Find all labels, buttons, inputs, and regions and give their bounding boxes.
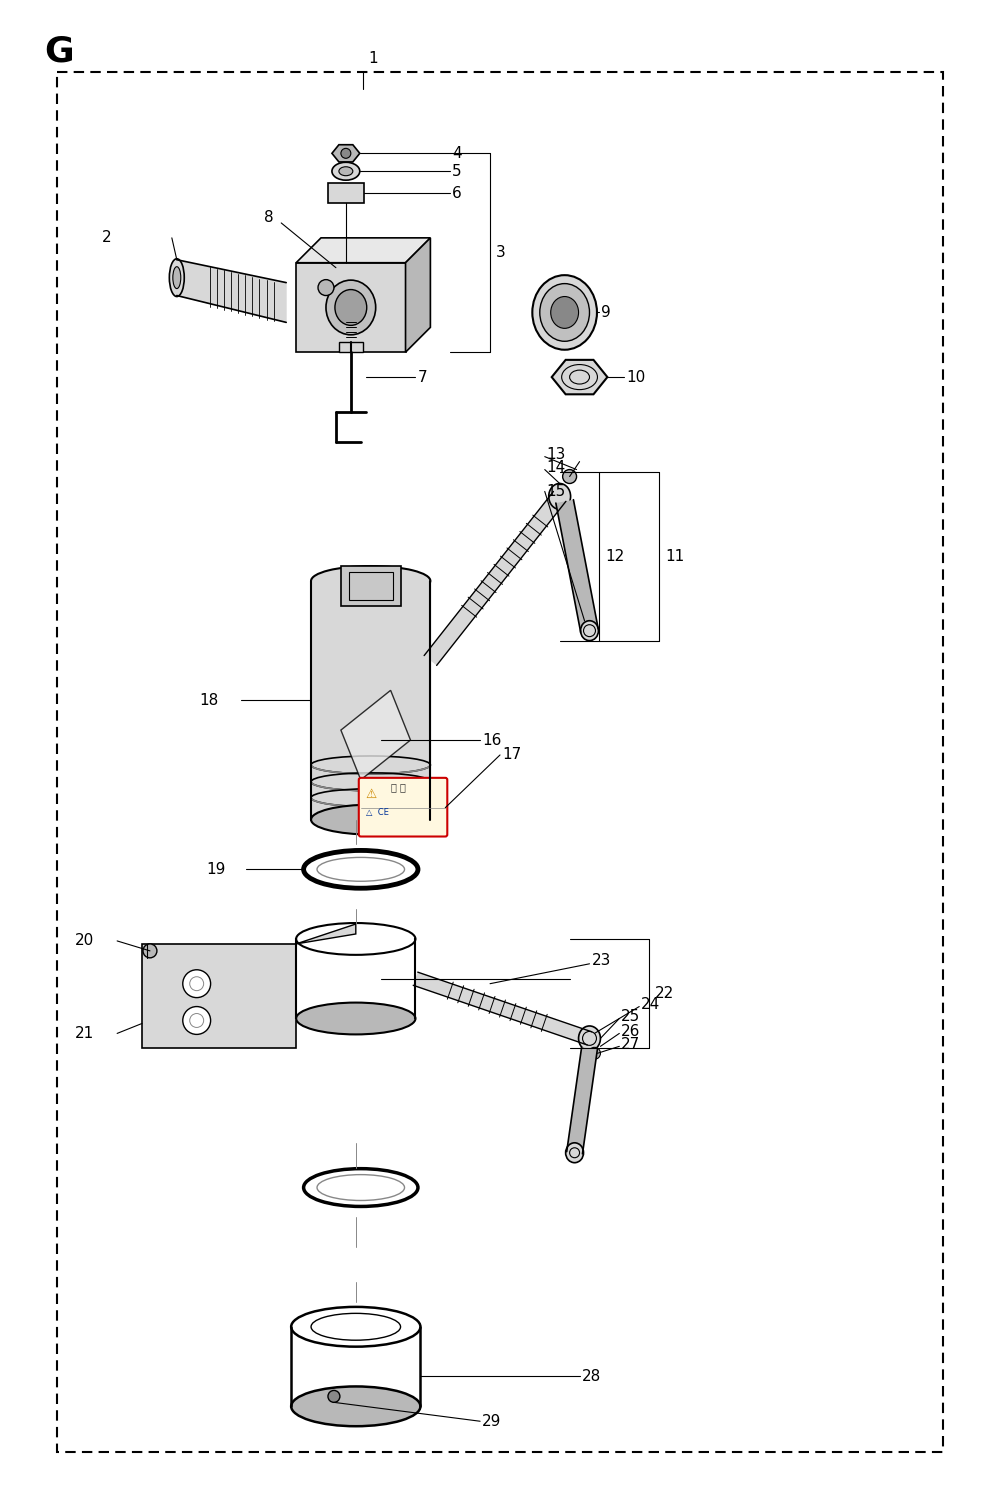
Polygon shape	[341, 691, 411, 779]
Polygon shape	[556, 499, 598, 633]
Text: 23: 23	[591, 953, 611, 968]
Polygon shape	[567, 1048, 597, 1154]
Text: 25: 25	[621, 1009, 641, 1024]
Text: 5: 5	[452, 163, 462, 178]
Text: 26: 26	[621, 1024, 641, 1039]
Ellipse shape	[311, 805, 430, 835]
Polygon shape	[552, 360, 607, 394]
Ellipse shape	[581, 621, 598, 640]
Polygon shape	[296, 262, 406, 352]
Circle shape	[143, 944, 157, 958]
Text: 8: 8	[264, 210, 273, 225]
Text: 10: 10	[626, 370, 646, 385]
Bar	[339, 342, 363, 352]
Circle shape	[589, 1048, 600, 1060]
Text: 22: 22	[655, 986, 674, 1001]
Ellipse shape	[549, 484, 571, 510]
Ellipse shape	[332, 162, 360, 180]
Text: 人 人: 人 人	[391, 782, 405, 791]
Text: 28: 28	[582, 1369, 601, 1384]
Bar	[328, 183, 364, 202]
Polygon shape	[142, 944, 296, 1048]
Ellipse shape	[291, 1387, 420, 1426]
Polygon shape	[296, 238, 430, 262]
Circle shape	[341, 148, 351, 159]
Text: 15: 15	[547, 484, 566, 499]
Text: 16: 16	[482, 733, 501, 748]
Ellipse shape	[335, 289, 367, 325]
Ellipse shape	[551, 297, 579, 328]
Text: △  CE: △ CE	[366, 808, 389, 817]
Circle shape	[318, 280, 334, 295]
Bar	[341, 567, 401, 606]
Polygon shape	[424, 492, 566, 666]
Text: 20: 20	[74, 934, 94, 949]
Text: 1: 1	[369, 51, 378, 66]
Ellipse shape	[532, 276, 597, 349]
Ellipse shape	[579, 1025, 600, 1051]
Text: 3: 3	[496, 246, 506, 261]
Circle shape	[328, 1391, 340, 1403]
Text: 21: 21	[74, 1025, 94, 1040]
Text: 27: 27	[621, 1037, 641, 1052]
Text: 9: 9	[601, 304, 611, 319]
Text: 4: 4	[452, 145, 462, 160]
Text: 18: 18	[200, 693, 219, 708]
Text: 11: 11	[665, 549, 684, 564]
Bar	[57, 72, 943, 1453]
Text: 2: 2	[102, 231, 112, 246]
Ellipse shape	[296, 1003, 415, 1034]
Text: 17: 17	[502, 748, 521, 763]
Ellipse shape	[566, 1142, 584, 1163]
Ellipse shape	[311, 567, 430, 597]
Text: 24: 24	[641, 997, 660, 1012]
Text: 29: 29	[482, 1414, 501, 1429]
Text: ⚠: ⚠	[366, 788, 377, 800]
Text: 19: 19	[207, 862, 226, 877]
Circle shape	[563, 469, 577, 484]
FancyBboxPatch shape	[359, 778, 447, 836]
Text: 7: 7	[417, 370, 427, 385]
Text: 6: 6	[452, 186, 462, 201]
Circle shape	[183, 1006, 211, 1034]
Ellipse shape	[173, 267, 181, 289]
Ellipse shape	[169, 259, 184, 297]
Polygon shape	[332, 145, 360, 162]
Text: 12: 12	[605, 549, 625, 564]
Circle shape	[183, 970, 211, 998]
Bar	[349, 573, 393, 600]
Ellipse shape	[339, 166, 353, 175]
Polygon shape	[406, 238, 430, 352]
Ellipse shape	[326, 280, 376, 334]
Polygon shape	[413, 973, 592, 1045]
Text: 14: 14	[547, 460, 566, 475]
Text: 13: 13	[547, 447, 566, 462]
Ellipse shape	[540, 283, 590, 342]
Polygon shape	[296, 923, 356, 944]
Text: G: G	[45, 34, 74, 69]
